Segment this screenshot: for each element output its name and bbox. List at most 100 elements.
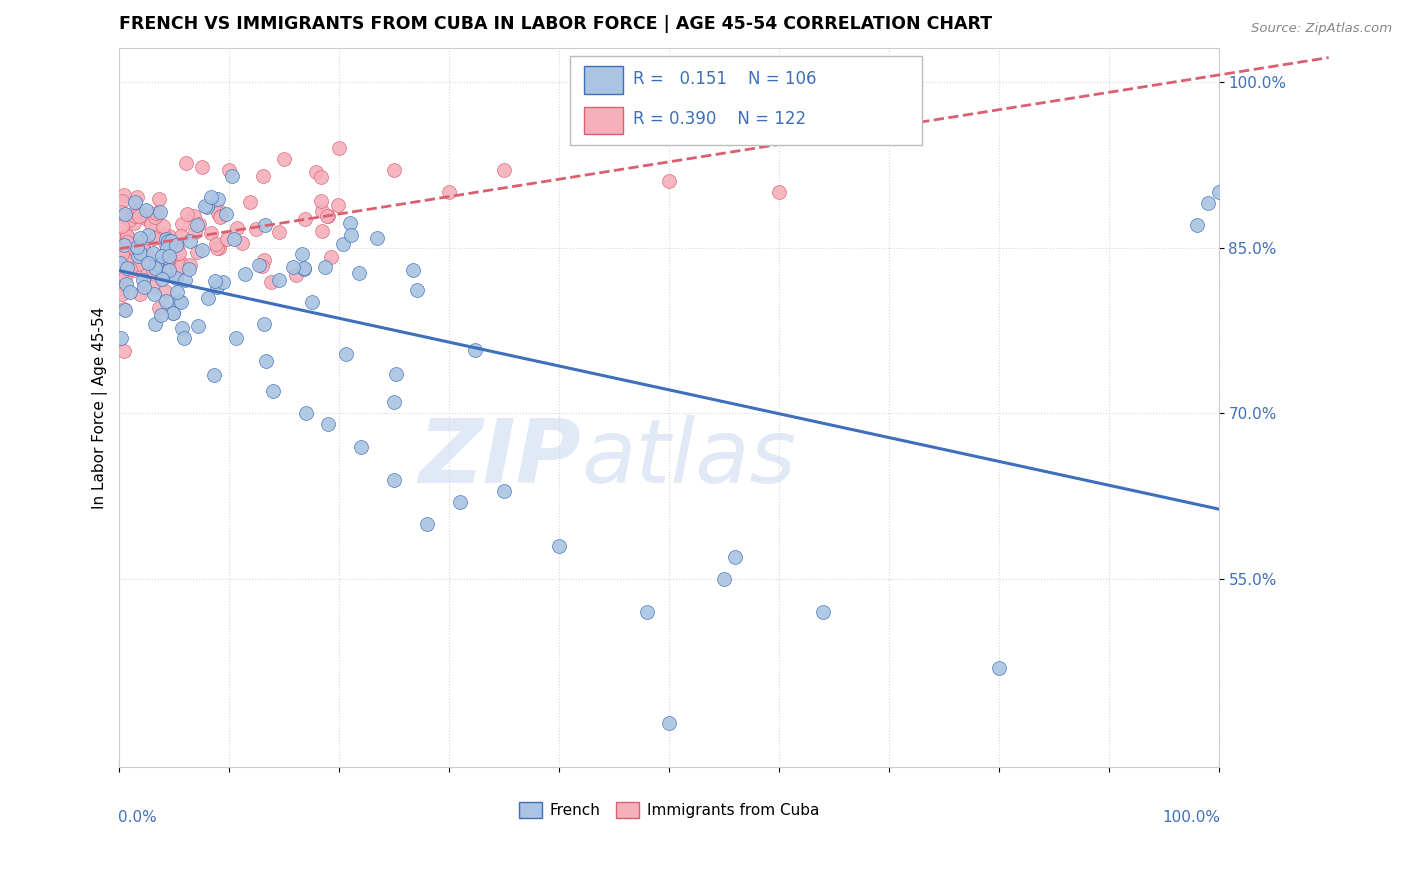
Point: [311, 203, 333, 218]
Point: [127, 257, 149, 271]
Point: [169, 295, 191, 310]
Point: [114, 303, 136, 318]
Point: [160, 234, 183, 248]
Bar: [585, 107, 623, 134]
Point: [177, 262, 200, 277]
Point: [129, 231, 152, 245]
Point: [231, 235, 253, 250]
Bar: [585, 66, 623, 94]
Point: [155, 238, 177, 252]
Point: [191, 244, 214, 258]
Point: [202, 368, 225, 382]
Point: [114, 207, 136, 221]
Point: [135, 247, 157, 261]
Point: [114, 252, 136, 267]
Point: [163, 257, 186, 271]
Point: [110, 273, 132, 287]
Point: [172, 217, 194, 231]
Point: [224, 231, 246, 245]
Point: [328, 141, 350, 155]
Point: [283, 260, 305, 274]
Point: [636, 606, 658, 620]
Point: [153, 268, 176, 282]
Point: [112, 302, 135, 317]
Point: [150, 267, 173, 281]
Point: [150, 249, 173, 263]
Point: [301, 295, 323, 310]
Point: [125, 238, 148, 252]
Point: [136, 256, 159, 270]
Point: [233, 267, 256, 281]
Point: [208, 241, 231, 255]
Point: [314, 260, 336, 274]
Point: [316, 210, 339, 224]
Point: [187, 318, 209, 333]
Point: [112, 242, 135, 256]
Point: [132, 208, 155, 222]
Point: [146, 230, 169, 244]
Point: [108, 255, 131, 269]
Point: [134, 268, 156, 282]
Point: [200, 190, 222, 204]
Point: [385, 367, 408, 381]
Point: [382, 473, 405, 487]
Point: [156, 241, 179, 255]
Point: [221, 169, 243, 184]
Point: [811, 606, 834, 620]
Point: [464, 343, 486, 357]
Point: [143, 261, 166, 276]
Point: [294, 212, 316, 227]
Point: [128, 243, 150, 257]
Point: [128, 286, 150, 301]
Text: R =   0.151    N = 106: R = 0.151 N = 106: [633, 70, 817, 87]
Point: [142, 246, 165, 260]
Point: [207, 241, 229, 255]
Point: [153, 227, 176, 242]
Text: FRENCH VS IMMIGRANTS FROM CUBA IN LABOR FORCE | AGE 45-54 CORRELATION CHART: FRENCH VS IMMIGRANTS FROM CUBA IN LABOR …: [120, 15, 993, 33]
Point: [173, 272, 195, 286]
Point: [250, 259, 273, 273]
Point: [172, 320, 194, 334]
Point: [402, 262, 425, 277]
Point: [170, 256, 193, 270]
Text: 0.0%: 0.0%: [118, 811, 157, 825]
Point: [110, 205, 132, 219]
Point: [439, 185, 461, 199]
Point: [142, 263, 165, 277]
Point: [291, 247, 314, 261]
Point: [724, 550, 747, 565]
Point: [124, 209, 146, 223]
Point: [309, 169, 332, 184]
Legend: French, Immigrants from Cuba: French, Immigrants from Cuba: [513, 797, 825, 824]
Point: [124, 243, 146, 257]
Point: [111, 247, 134, 261]
Point: [110, 281, 132, 295]
Point: [366, 231, 388, 245]
Point: [124, 216, 146, 230]
Point: [155, 232, 177, 246]
FancyBboxPatch shape: [571, 55, 922, 145]
Point: [152, 260, 174, 275]
Point: [239, 194, 262, 209]
Point: [145, 256, 167, 270]
Point: [339, 216, 361, 230]
Point: [111, 209, 134, 223]
Point: [139, 217, 162, 231]
Point: [245, 221, 267, 235]
Point: [117, 234, 139, 248]
Point: [197, 291, 219, 305]
Point: [200, 226, 222, 240]
Text: ZIP: ZIP: [419, 415, 581, 501]
Point: [117, 213, 139, 227]
Point: [125, 202, 148, 217]
Point: [253, 318, 276, 332]
Point: [267, 272, 290, 286]
Point: [115, 228, 138, 243]
Text: atlas: atlas: [581, 415, 796, 501]
Point: [207, 206, 229, 220]
Point: [494, 483, 516, 498]
Point: [155, 293, 177, 308]
Point: [125, 240, 148, 254]
Point: [186, 244, 208, 259]
Point: [205, 279, 228, 293]
